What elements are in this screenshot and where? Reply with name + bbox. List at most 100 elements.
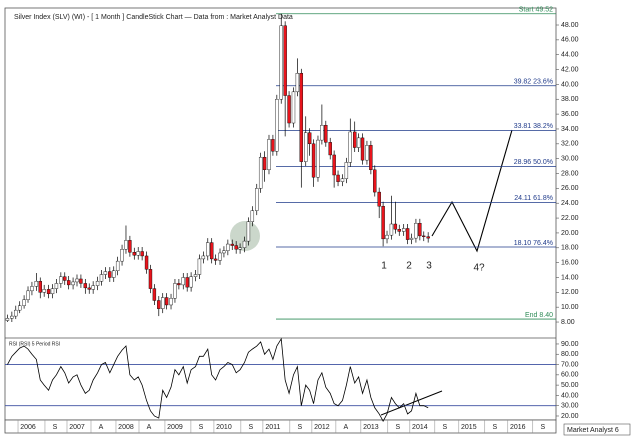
x-tick-label: A [344,424,349,431]
candle-body [42,289,46,293]
candle-body [422,235,426,237]
candle-body [30,286,34,292]
y-tick-label: 12.00 [561,289,579,296]
x-tick-label: 2008 [118,424,134,431]
candle-body [14,309,18,317]
candle-body [87,287,91,290]
x-tick-label: S [199,424,204,431]
candle-body [250,210,255,222]
y-tick-label: 26.00 [561,185,579,192]
x-tick-label: 2007 [69,424,85,431]
y-tick-label: 44.00 [561,52,579,59]
candle-body [275,99,279,152]
candle-body [144,255,149,270]
candle-body [120,249,124,262]
candle-body [267,139,271,171]
candle-body [38,280,42,293]
candle-body [393,223,398,230]
candle-body [189,276,193,288]
x-tick-label: S [395,424,400,431]
candle-body [401,228,406,232]
y-tick-label: 14.00 [561,274,579,281]
candle-body [34,280,39,287]
candle-body [10,315,14,319]
candle-body [50,288,55,295]
candle-body [324,125,328,143]
annotation: 3 [426,261,432,272]
candle-body [238,247,242,250]
date-axis [4,419,557,434]
y-tick-label: 22.00 [561,215,579,222]
candle-body [95,280,100,286]
candle-body [365,145,369,161]
fib-label: 24.11 61.8% [514,195,553,202]
x-tick-label: S [298,424,303,431]
candle-body [336,174,340,182]
y-tick-label: 10.00 [561,304,579,311]
candle-body [356,137,361,148]
candle-body [91,285,95,290]
x-tick-label: 2006 [20,424,36,431]
candle-body [71,281,75,286]
candle-body [213,258,218,261]
candle-body [148,269,153,289]
candle-body [136,251,140,256]
candle-body [234,245,238,250]
candle-body [26,290,30,300]
candle-body [258,156,263,189]
candle-body [381,205,385,240]
candle-body [389,223,394,236]
candle-body [304,132,308,162]
candle-body [201,255,206,260]
candle-body [320,125,324,141]
candle-body [128,240,132,253]
y-tick-label: 32.00 [561,141,579,148]
candle-body [353,131,357,148]
candle-body [287,95,291,124]
candle-body [63,276,67,281]
candle-body [157,300,161,309]
x-tick-label: 2013 [363,424,379,431]
y-tick-label: 36.00 [561,111,579,118]
x-tick-label: 2011 [265,424,280,431]
candle-body [197,258,202,275]
candle-body [79,278,83,284]
candle-body [124,240,128,250]
y-tick-label: 50.00 [561,382,579,389]
candle-body [75,278,79,283]
candle-body [340,178,345,182]
candle-body [291,91,296,124]
candle-body [206,242,210,257]
x-tick-label: 2010 [216,424,232,431]
candle-body [409,237,414,240]
candle-body [132,252,137,256]
y-tick-label: 40.00 [561,81,579,88]
candle-body [271,139,275,152]
y-tick-label: 46.00 [561,37,579,44]
candle-body [279,25,283,100]
fib-label: 18.10 76.4% [514,240,553,247]
x-tick-label: 2016 [510,424,526,431]
y-tick-label: 18.00 [561,245,579,252]
candle-body [54,283,59,289]
x-tick-label: 2012 [314,424,330,431]
fib-label: 33.81 38.2% [514,123,553,130]
rsi-title: RSI (RSI) 5 Period RSI [9,341,60,347]
candle-body [344,162,349,179]
y-tick-label: 90.00 [561,341,579,348]
footer: Market Analyst 6 [567,427,619,434]
y-tick-label: 42.00 [561,66,579,73]
candle-body [230,243,234,246]
highlight-circle [230,221,260,251]
chart-title: Silver Index (SLV) (WI) - [ 1 Month ] Ca… [14,14,293,21]
y-tick-label: 60.00 [561,372,579,379]
footer-box [563,423,631,436]
candle-body [193,274,198,277]
y-tick-label: 80.00 [561,351,579,358]
y-tick-label: 16.00 [561,259,579,266]
annotation: 2 [406,261,412,272]
candle-body [115,260,120,271]
candle-body [255,188,259,211]
candle-body [177,283,181,286]
